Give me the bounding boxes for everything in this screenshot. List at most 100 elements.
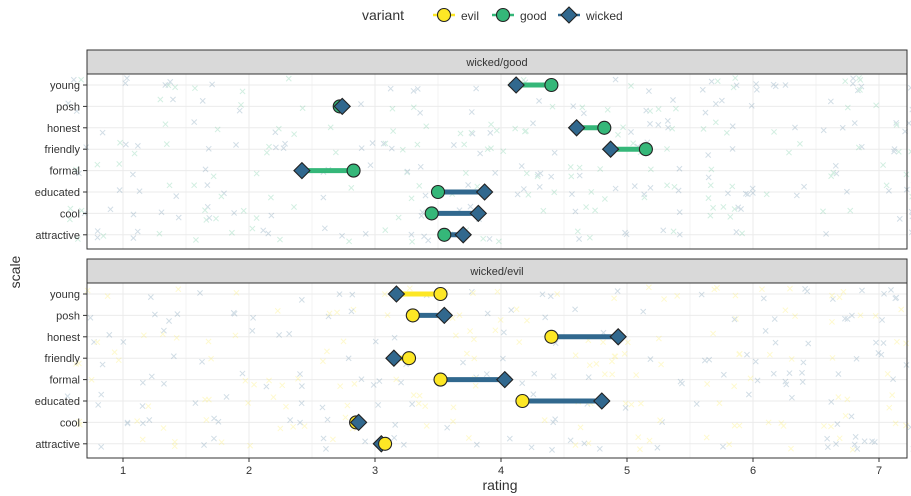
- raw-point: [742, 190, 749, 197]
- raw-point: [391, 334, 398, 341]
- raw-point: [231, 310, 238, 317]
- legend-key-circle: [436, 7, 452, 23]
- raw-point: [660, 227, 667, 234]
- raw-point: [804, 288, 811, 295]
- raw-point: [516, 339, 523, 346]
- raw-point: [801, 183, 808, 190]
- x-tick-label: 6: [750, 465, 756, 477]
- raw-point: [158, 209, 165, 216]
- raw-point: [417, 109, 424, 116]
- raw-point: [885, 187, 892, 194]
- raw-point: [167, 78, 174, 85]
- wicked-point: [469, 204, 488, 223]
- raw-point: [576, 236, 583, 242]
- raw-point: [674, 292, 681, 299]
- wicked-point: [435, 306, 454, 325]
- raw-point: [891, 146, 898, 153]
- raw-point: [541, 417, 548, 424]
- raw-point: [786, 149, 792, 156]
- wicked-point: [496, 370, 514, 389]
- raw-point: [835, 371, 842, 378]
- raw-point: [799, 369, 805, 376]
- raw-point: [228, 229, 235, 236]
- raw-point: [552, 416, 559, 423]
- raw-point: [299, 105, 306, 112]
- raw-point: [240, 207, 247, 214]
- raw-point: [601, 195, 608, 202]
- raw-point: [534, 171, 541, 178]
- raw-point: [593, 360, 600, 367]
- raw-point: [362, 438, 369, 445]
- raw-point: [346, 238, 353, 245]
- raw-point: [583, 204, 590, 211]
- raw-point: [209, 81, 216, 88]
- raw-point: [467, 328, 474, 335]
- raw-point: [480, 235, 487, 242]
- raw-point: [765, 419, 772, 426]
- raw-point: [416, 392, 423, 399]
- raw-point: [277, 425, 284, 432]
- raw-point: [880, 162, 887, 168]
- raw-point: [425, 237, 432, 244]
- raw-point: [892, 295, 899, 302]
- raw-point: [162, 121, 169, 128]
- raw-point: [875, 350, 882, 356]
- raw-point: [202, 396, 209, 403]
- compare-point: [346, 163, 361, 178]
- wicked-point: [387, 285, 406, 303]
- raw-point: [592, 207, 599, 214]
- raw-point: [287, 417, 294, 424]
- raw-point: [166, 318, 172, 324]
- raw-point: [487, 129, 494, 136]
- raw-point: [770, 81, 777, 88]
- raw-point: [657, 417, 664, 424]
- raw-point: [539, 291, 546, 298]
- raw-point: [417, 163, 424, 170]
- raw-point: [94, 339, 101, 346]
- raw-point: [74, 236, 81, 243]
- raw-point: [731, 422, 738, 429]
- raw-point: [878, 351, 885, 358]
- raw-point: [384, 312, 391, 319]
- raw-point: [444, 424, 451, 431]
- raw-point: [729, 123, 736, 130]
- raw-point: [871, 439, 878, 445]
- compare-point: [405, 308, 420, 323]
- raw-point: [414, 85, 421, 92]
- raw-point: [130, 235, 137, 242]
- raw-point: [251, 381, 258, 388]
- y-tick-label: attractive: [35, 230, 80, 242]
- raw-point: [542, 314, 549, 321]
- raw-point: [329, 436, 336, 443]
- raw-point: [122, 141, 129, 148]
- raw-point: [148, 373, 155, 380]
- raw-point: [457, 130, 464, 137]
- raw-point: [418, 212, 425, 219]
- raw-point: [165, 82, 172, 89]
- raw-point: [567, 437, 574, 444]
- raw-point: [669, 125, 676, 132]
- raw-point: [749, 185, 756, 192]
- raw-point: [519, 380, 526, 387]
- raw-point: [266, 143, 272, 150]
- wicked-point: [293, 161, 311, 180]
- raw-point: [156, 230, 163, 237]
- raw-point: [580, 110, 587, 117]
- raw-point: [576, 164, 583, 171]
- raw-point: [522, 127, 529, 134]
- raw-point: [600, 339, 607, 346]
- raw-point: [462, 170, 469, 176]
- raw-point: [628, 129, 634, 135]
- raw-point: [782, 307, 789, 314]
- raw-point: [131, 150, 138, 157]
- raw-point: [372, 338, 379, 345]
- raw-point: [908, 148, 911, 155]
- raw-point: [550, 419, 557, 426]
- raw-point: [460, 359, 466, 366]
- legend: variant evil good wicked: [362, 6, 623, 24]
- raw-point: [896, 215, 903, 222]
- raw-point: [567, 164, 574, 170]
- raw-point: [844, 316, 851, 322]
- raw-point: [395, 214, 402, 221]
- raw-point: [829, 292, 835, 299]
